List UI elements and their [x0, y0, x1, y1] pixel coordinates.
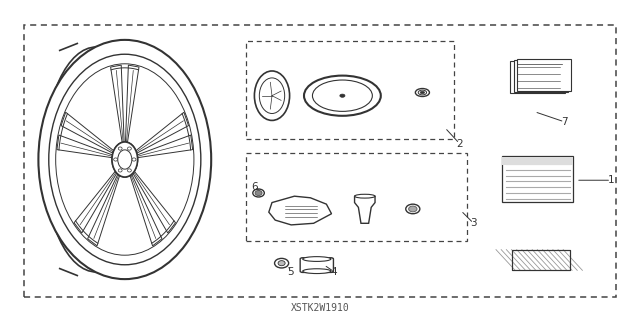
Bar: [511, 61, 564, 93]
FancyBboxPatch shape: [300, 258, 333, 272]
Bar: [246, 153, 467, 241]
Bar: [246, 41, 454, 139]
Ellipse shape: [132, 158, 136, 161]
Ellipse shape: [275, 258, 289, 268]
Ellipse shape: [415, 89, 429, 97]
Ellipse shape: [38, 40, 211, 279]
Ellipse shape: [255, 71, 290, 121]
Ellipse shape: [118, 150, 132, 169]
Polygon shape: [61, 112, 115, 154]
Polygon shape: [125, 65, 139, 144]
Ellipse shape: [56, 64, 194, 255]
Ellipse shape: [127, 169, 131, 172]
Polygon shape: [74, 170, 118, 233]
Text: 2: 2: [456, 138, 463, 149]
Ellipse shape: [406, 204, 420, 214]
Ellipse shape: [112, 142, 138, 177]
Bar: [514, 60, 568, 92]
Polygon shape: [57, 135, 114, 158]
Text: 3: 3: [470, 218, 477, 228]
Text: XSTK2W1910: XSTK2W1910: [291, 303, 349, 313]
Ellipse shape: [114, 158, 118, 161]
Ellipse shape: [419, 90, 427, 95]
Bar: [502, 156, 573, 202]
Text: 5: 5: [287, 267, 294, 277]
Ellipse shape: [127, 147, 131, 150]
Bar: [502, 157, 573, 165]
Polygon shape: [136, 135, 193, 158]
Ellipse shape: [118, 147, 122, 150]
Text: 1: 1: [608, 175, 614, 185]
Ellipse shape: [118, 150, 132, 169]
Polygon shape: [88, 173, 120, 246]
Ellipse shape: [420, 91, 425, 94]
Ellipse shape: [259, 78, 285, 114]
Polygon shape: [355, 196, 375, 223]
Text: 7: 7: [561, 117, 568, 127]
Polygon shape: [129, 173, 162, 246]
Text: 4: 4: [331, 267, 337, 277]
Ellipse shape: [255, 190, 262, 196]
Ellipse shape: [303, 269, 331, 273]
Ellipse shape: [312, 80, 372, 111]
Ellipse shape: [49, 54, 201, 265]
Bar: [24, 25, 616, 297]
Ellipse shape: [355, 194, 375, 198]
Polygon shape: [135, 112, 189, 154]
Polygon shape: [132, 170, 175, 233]
Polygon shape: [269, 196, 332, 225]
Text: 6: 6: [252, 182, 258, 192]
Bar: [517, 59, 571, 91]
Bar: [512, 249, 570, 271]
Ellipse shape: [303, 256, 331, 262]
Ellipse shape: [340, 94, 345, 97]
Ellipse shape: [278, 261, 285, 266]
Ellipse shape: [118, 169, 122, 172]
Ellipse shape: [253, 189, 264, 197]
Ellipse shape: [112, 142, 138, 177]
Bar: [512, 249, 570, 271]
Polygon shape: [111, 65, 124, 144]
Ellipse shape: [409, 206, 417, 212]
Ellipse shape: [304, 76, 381, 116]
